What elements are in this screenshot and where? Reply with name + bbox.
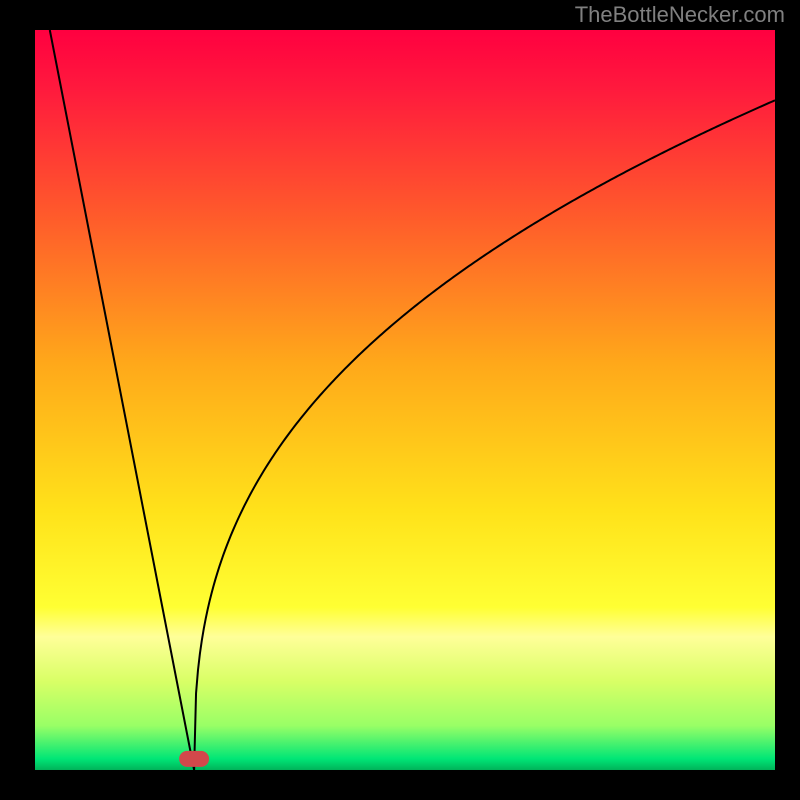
plot-area bbox=[35, 30, 775, 770]
attribution-text: TheBottleNecker.com bbox=[575, 2, 785, 27]
bottleneck-marker bbox=[179, 751, 209, 767]
